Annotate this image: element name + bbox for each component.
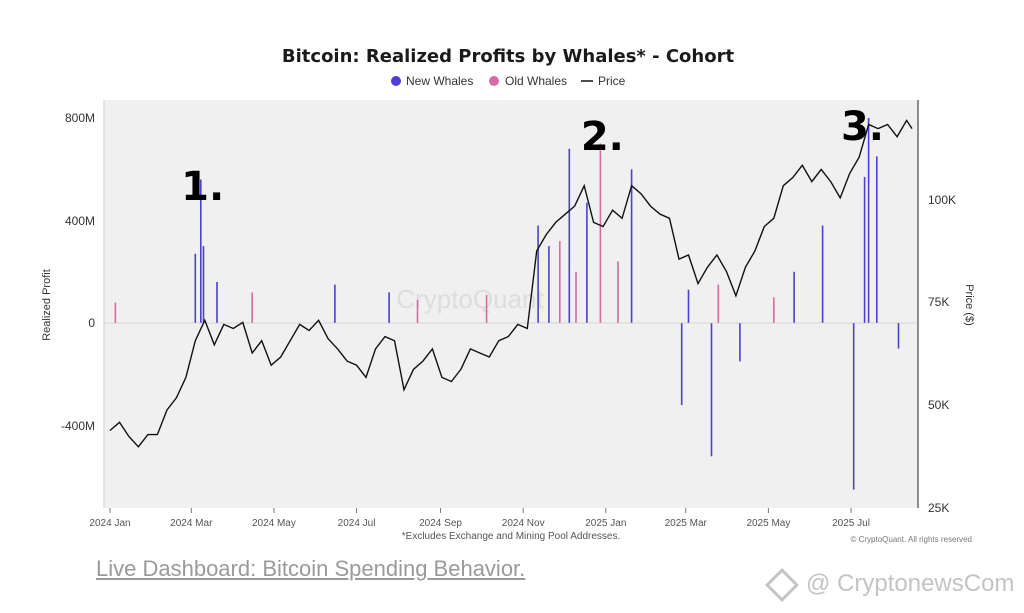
new-whales-bar bbox=[216, 282, 218, 323]
legend: New Whales Old Whales Price bbox=[391, 74, 626, 88]
y-axis-label-right: Price ($) bbox=[963, 284, 975, 326]
new-whales-bar bbox=[897, 323, 900, 349]
new-whales-bar bbox=[586, 202, 588, 323]
plot-area bbox=[104, 100, 918, 508]
y-tick-right: 50K bbox=[928, 398, 949, 412]
x-tick-label: 2024 Sep bbox=[419, 518, 462, 529]
brand-mark: @ CryptonewsCom bbox=[765, 567, 1015, 602]
x-tick-label: 2025 Jan bbox=[585, 518, 626, 529]
watermark: CryptoQuant bbox=[396, 284, 544, 314]
new-whales-bar bbox=[202, 246, 205, 323]
new-whales-bar bbox=[793, 271, 795, 324]
new-whales-bar bbox=[739, 323, 741, 362]
old-whales-bar bbox=[599, 143, 602, 323]
old-whales-bars bbox=[114, 143, 775, 324]
old-whales-bar bbox=[251, 292, 253, 324]
annotation-label: 1. bbox=[181, 164, 224, 210]
old-whales-bar bbox=[575, 271, 577, 324]
y-tick-right: 25K bbox=[928, 501, 949, 515]
new-whales-bar bbox=[194, 253, 197, 323]
new-whales-bar bbox=[630, 169, 633, 324]
old-whales-bar bbox=[717, 284, 720, 323]
annotation-label: 2. bbox=[581, 114, 624, 160]
new-whales-bar bbox=[568, 148, 571, 323]
new-whales-bar bbox=[687, 289, 690, 323]
y-tick-left: 400M bbox=[65, 214, 95, 228]
old-whales-bar bbox=[114, 302, 117, 323]
new-whales-bars bbox=[194, 118, 900, 490]
old-whales-bar bbox=[559, 241, 561, 323]
x-tick-label: 2025 Jul bbox=[832, 518, 870, 529]
old-whales-bar bbox=[617, 261, 619, 323]
new-whales-bar bbox=[863, 176, 866, 323]
old-whales-bar bbox=[485, 294, 488, 323]
x-tick-label: 2025 May bbox=[746, 518, 790, 529]
old-whales-bar bbox=[416, 299, 419, 323]
new-whales-bar bbox=[537, 225, 539, 323]
x-tick-label: 2024 Nov bbox=[502, 518, 545, 529]
new-whales-bar bbox=[334, 284, 336, 323]
brand-text: @ CryptonewsCom bbox=[806, 570, 1015, 597]
legend-label-new-whales: New Whales bbox=[406, 74, 473, 88]
price-line bbox=[109, 119, 913, 448]
new-whales-bar bbox=[710, 323, 713, 457]
y-tick-left: 800M bbox=[65, 111, 95, 125]
footnote: *Excludes Exchange and Mining Pool Addre… bbox=[402, 531, 620, 542]
y-tick-right: 100K bbox=[928, 193, 956, 207]
new-whales-bar bbox=[200, 179, 202, 323]
legend-label-old-whales: Old Whales bbox=[505, 74, 567, 88]
y-axis-label-left: Realized Profit bbox=[41, 269, 53, 341]
new-whales-bar bbox=[867, 118, 870, 323]
y-tick-left: 0 bbox=[88, 316, 95, 330]
y-tick-right: 75K bbox=[928, 295, 949, 309]
new-whales-bar bbox=[876, 156, 878, 323]
chart-title: Bitcoin: Realized Profits by Whales* - C… bbox=[282, 46, 735, 67]
x-tick-label: 2024 Mar bbox=[170, 518, 213, 529]
new-whales-bar bbox=[388, 292, 390, 324]
legend-dot-old-whales bbox=[489, 76, 499, 86]
x-tick-label: 2024 Jan bbox=[89, 518, 130, 529]
annotation-label: 3. bbox=[841, 104, 884, 150]
new-whales-bar bbox=[852, 323, 855, 490]
legend-dot-new-whales bbox=[391, 76, 401, 86]
x-axis-ticks: 2024 Jan 2024 Mar 2024 May 2024 Jul 2024 Sep… bbox=[89, 508, 870, 529]
x-tick-label: 2024 Jul bbox=[338, 518, 376, 529]
old-whales-bar bbox=[773, 297, 775, 323]
brand-diamond-icon bbox=[765, 567, 799, 602]
credit: © CryptoQuant. All rights reserved bbox=[851, 535, 973, 544]
legend-label-price: Price bbox=[598, 74, 626, 88]
x-tick-label: 2025 Mar bbox=[665, 518, 708, 529]
new-whales-bar bbox=[821, 225, 824, 323]
x-tick-label: 2024 May bbox=[252, 518, 296, 529]
annotations: 1. 2. 3. bbox=[181, 104, 884, 210]
dashboard-link[interactable]: Live Dashboard: Bitcoin Spending Behavio… bbox=[96, 556, 526, 581]
y-tick-left: -400M bbox=[61, 419, 95, 433]
new-whales-bar bbox=[680, 323, 683, 405]
new-whales-bar bbox=[548, 246, 550, 323]
